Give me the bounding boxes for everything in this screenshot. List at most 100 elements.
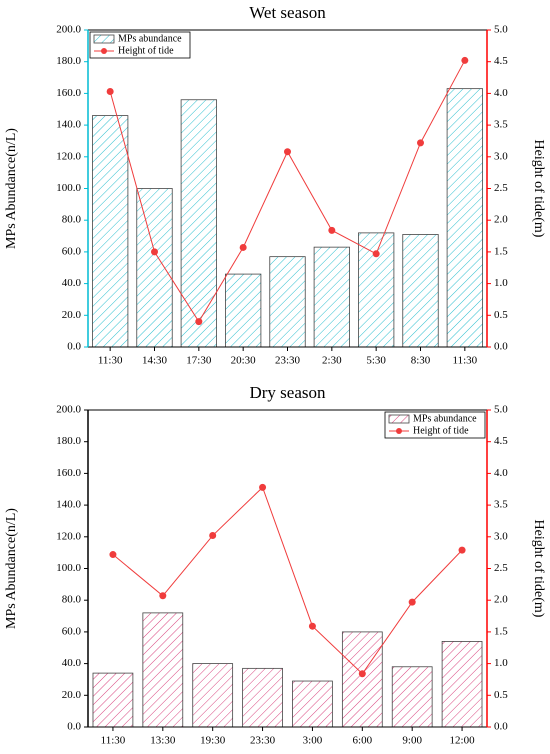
x-tick-label: 9:00 <box>402 735 422 747</box>
tide-point <box>308 622 316 630</box>
chart-title: Dry season <box>249 383 326 402</box>
y-tick-label: 180.0 <box>56 55 81 67</box>
y2-tick-label: 4.0 <box>494 87 508 99</box>
y-tick-label: 80.0 <box>62 214 82 226</box>
y2-tick-label: 0.0 <box>494 721 508 733</box>
bar <box>269 256 306 348</box>
y2-tick-label: 4.0 <box>494 467 508 479</box>
chart: Dry season 11:30 13:30 19:30 23:30 3:00 6:00 9:… <box>4 383 546 747</box>
x-tick-label: 20:30 <box>231 355 257 367</box>
legend-label: Height of tide <box>118 45 174 56</box>
chart-title: Wet season <box>249 3 326 22</box>
x-tick-label: 2:30 <box>322 355 342 367</box>
tide-point <box>417 139 424 147</box>
bar <box>180 99 217 348</box>
y-axis-title: MPs Abundance(n/L) <box>4 128 19 249</box>
tide-point <box>209 532 217 540</box>
tide-point <box>461 56 469 64</box>
y2-tick-label: 0.5 <box>494 689 508 701</box>
bar <box>242 667 283 728</box>
x-tick-label: 23:30 <box>275 355 301 367</box>
y2-tick-label: 0.5 <box>494 309 508 321</box>
bar <box>391 666 433 728</box>
y-tick-label: 0.0 <box>67 341 81 353</box>
x-tick-label: 14:30 <box>142 355 168 367</box>
bar <box>402 234 439 348</box>
legend-label: MPs abundance <box>118 33 182 44</box>
y-tick-label: 160.0 <box>56 467 81 479</box>
y2-axis-title: Height of tide(m) <box>531 520 546 618</box>
legend-label: MPs abundance <box>413 413 477 424</box>
y-tick-label: 200.0 <box>56 24 81 36</box>
y-tick-label: 140.0 <box>56 119 81 131</box>
y-tick-label: 20.0 <box>62 689 82 701</box>
tide-point <box>358 670 366 678</box>
y-tick-label: 140.0 <box>56 499 81 511</box>
bar <box>292 680 333 728</box>
y2-tick-label: 3.0 <box>494 530 508 542</box>
y-tick-label: 60.0 <box>62 245 82 257</box>
y2-tick-label: 2.0 <box>494 214 508 226</box>
tide-point <box>284 148 291 156</box>
y-tick-label: 60.0 <box>62 625 82 637</box>
tide-point <box>328 226 336 234</box>
legend-swatch <box>396 428 402 434</box>
bar <box>92 672 134 728</box>
tide-point <box>106 87 114 95</box>
bar <box>358 232 395 348</box>
y2-tick-label: 1.5 <box>494 625 508 637</box>
bar <box>441 641 483 728</box>
bar <box>192 663 234 728</box>
y-tick-label: 180.0 <box>56 435 81 447</box>
tide-point <box>458 546 466 554</box>
y-tick-label: 40.0 <box>62 277 82 289</box>
y-tick-label: 120.0 <box>56 530 81 542</box>
y2-tick-label: 4.5 <box>494 435 508 447</box>
y2-tick-label: 1.0 <box>494 277 508 289</box>
x-tick-label: 3:00 <box>303 735 323 747</box>
x-tick-label: 11:30 <box>101 735 126 747</box>
y-tick-label: 160.0 <box>56 87 81 99</box>
tide-point <box>195 318 203 326</box>
y-tick-label: 40.0 <box>62 657 82 669</box>
y2-tick-label: 5.0 <box>494 404 508 416</box>
bar <box>92 115 129 348</box>
y-tick-label: 80.0 <box>62 594 82 606</box>
y-tick-label: 100.0 <box>56 562 81 574</box>
x-tick-label: 13:30 <box>150 735 176 747</box>
bar <box>446 88 483 348</box>
y2-tick-label: 5.0 <box>494 24 508 36</box>
bar <box>341 631 383 728</box>
tide-point <box>239 243 247 251</box>
y2-tick-label: 1.5 <box>494 245 508 257</box>
x-tick-label: 8:30 <box>411 355 431 367</box>
y2-tick-label: 3.5 <box>494 119 508 131</box>
y2-tick-label: 2.5 <box>494 182 508 194</box>
y2-tick-label: 2.0 <box>494 594 508 606</box>
tide-point <box>259 483 267 491</box>
y2-tick-label: 4.5 <box>494 55 508 67</box>
legend-swatch <box>93 34 115 44</box>
legend-swatch <box>388 414 410 424</box>
y-tick-label: 20.0 <box>62 309 82 321</box>
tide-point <box>109 551 117 559</box>
chart: Wet season 11:30 14:30 17:30 20:30 23:30 2:30 5… <box>4 3 546 367</box>
tide-line <box>112 486 463 675</box>
y2-tick-label: 1.0 <box>494 657 508 669</box>
bar <box>136 188 173 348</box>
y2-tick-label: 3.5 <box>494 499 508 511</box>
y2-tick-label: 3.0 <box>494 150 508 162</box>
x-tick-label: 23:30 <box>250 735 276 747</box>
x-tick-label: 12:00 <box>450 735 476 747</box>
legend-swatch <box>101 48 107 54</box>
bar <box>313 246 350 348</box>
x-tick-label: 11:30 <box>98 355 123 367</box>
bar <box>142 612 184 728</box>
y-tick-label: 0.0 <box>67 721 81 733</box>
x-tick-label: 17:30 <box>186 355 212 367</box>
tide-point <box>372 250 380 258</box>
x-tick-label: 19:30 <box>200 735 226 747</box>
tide-point <box>408 598 416 606</box>
x-tick-label: 11:30 <box>453 355 478 367</box>
tide-point <box>151 248 158 256</box>
